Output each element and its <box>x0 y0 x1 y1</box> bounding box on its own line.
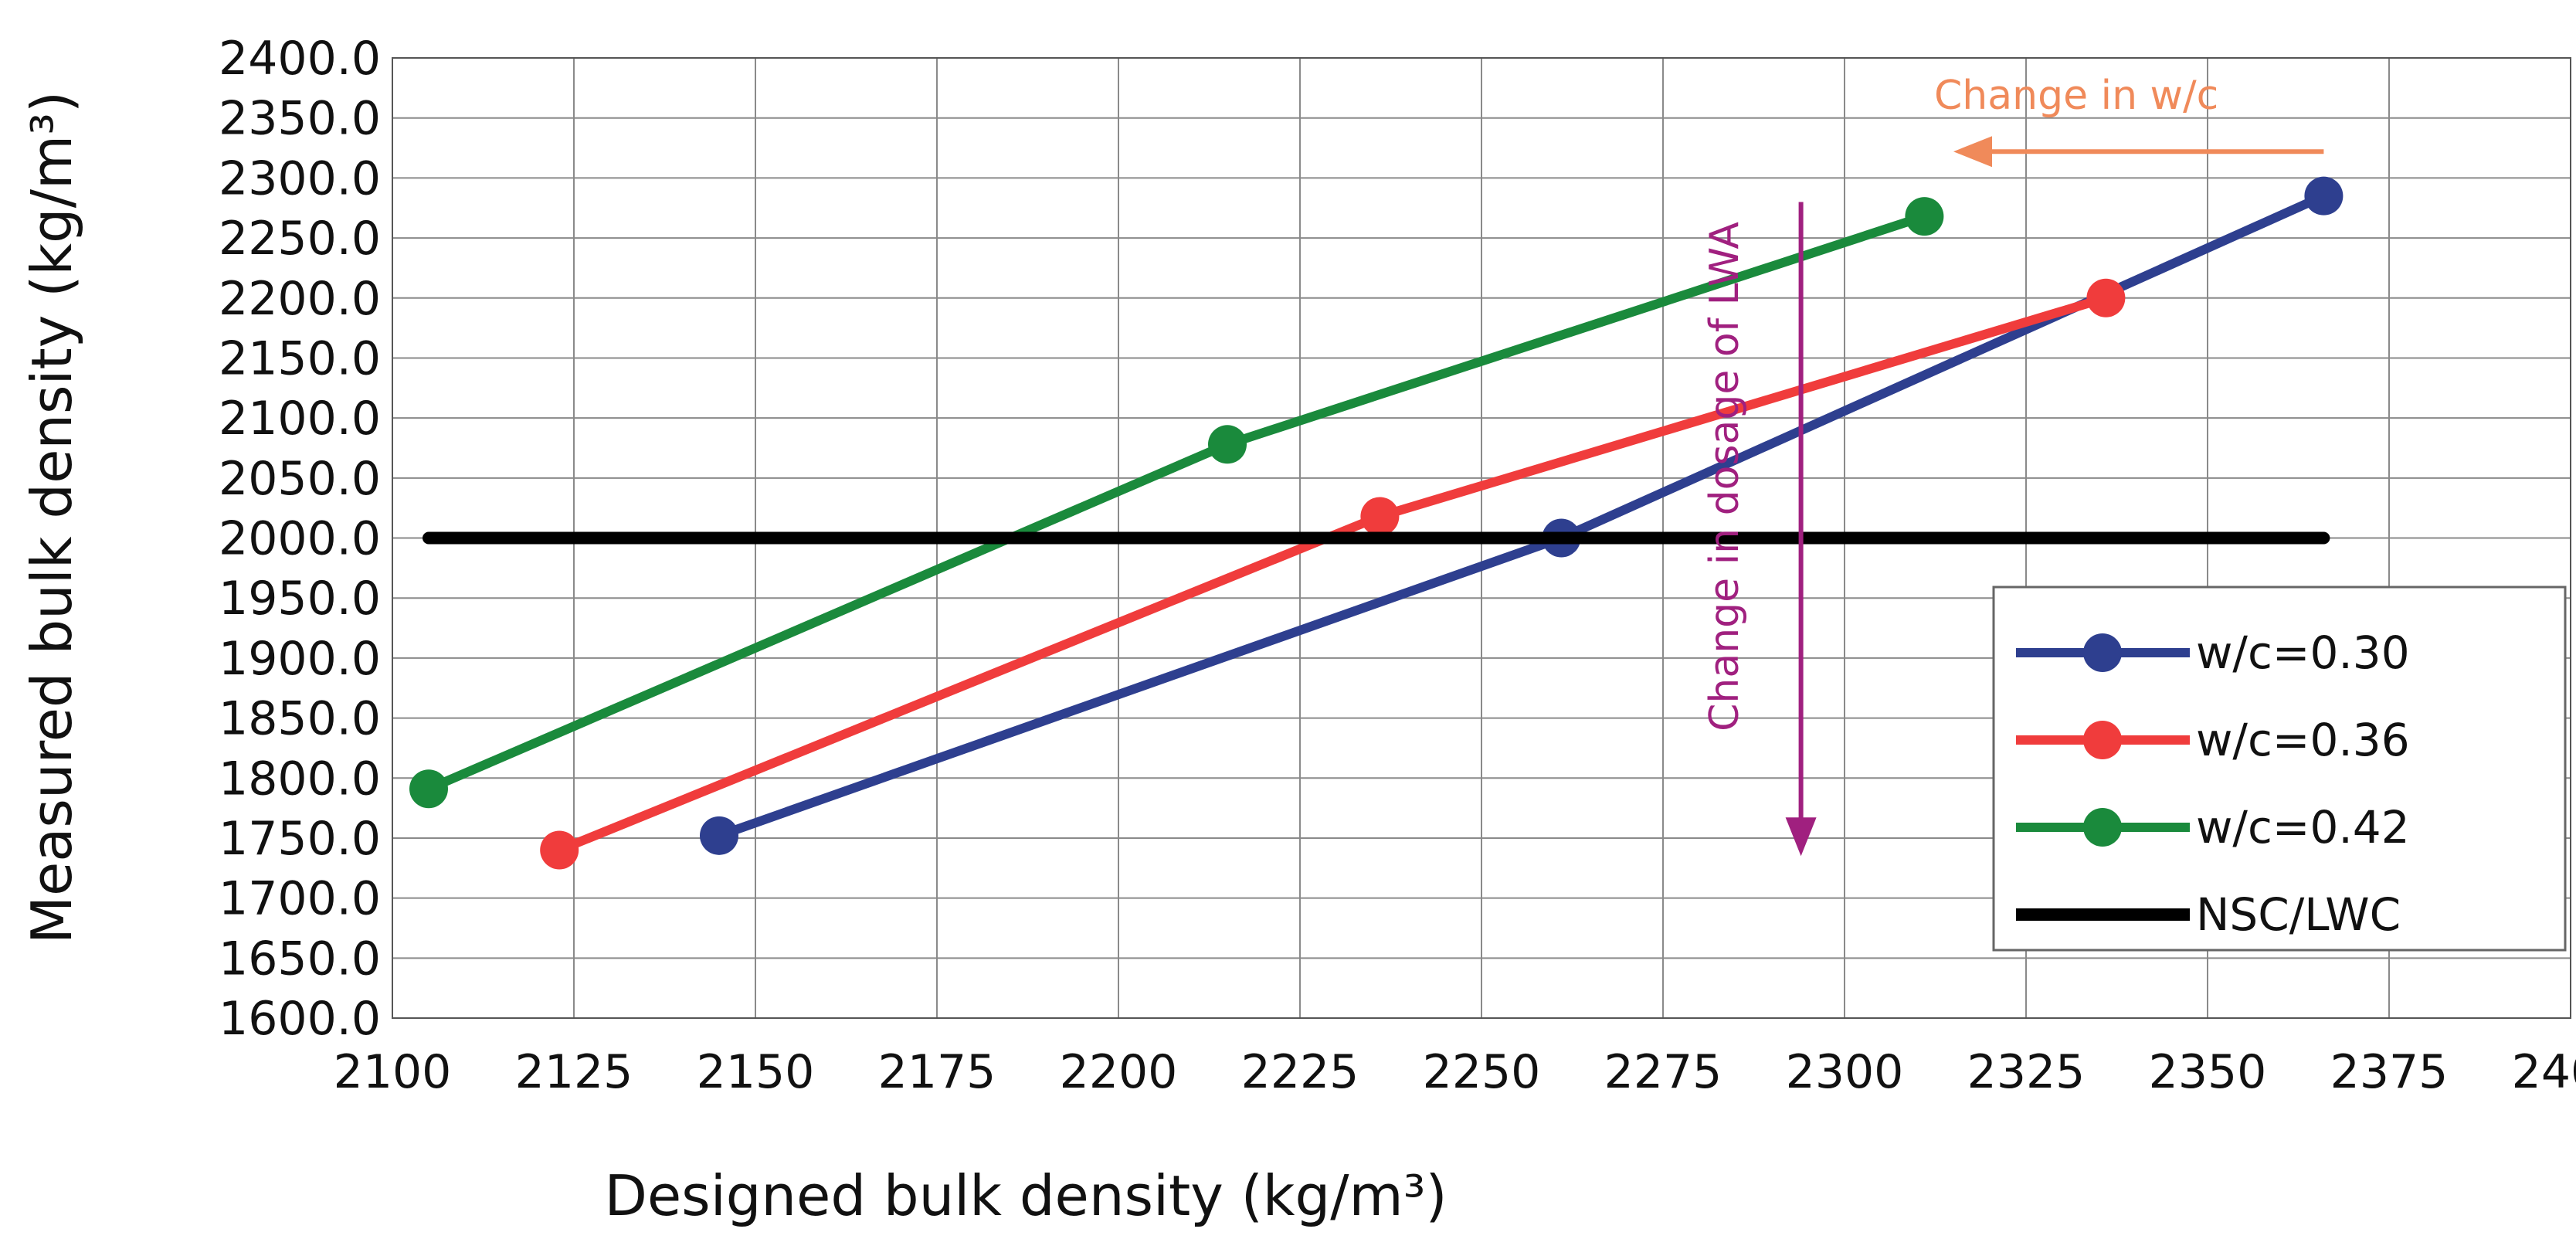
y-tick-label: 2400.0 <box>219 32 381 86</box>
x-tick-label: 2200 <box>1060 1045 1178 1099</box>
y-tick-label: 1900.0 <box>219 632 381 686</box>
series-w-c-0-36 <box>540 278 2126 870</box>
legend-item-w-c-0-36: w/c=0.36 <box>2016 714 2410 766</box>
legend-label: w/c=0.36 <box>2196 714 2410 766</box>
series-layer <box>409 176 2344 870</box>
x-tick-label: 2350 <box>2149 1045 2267 1099</box>
legend-swatch-marker <box>2083 633 2122 672</box>
legend-swatch-marker <box>2083 808 2122 847</box>
y-tick-label: 1800.0 <box>219 752 381 806</box>
y-axis-title: Measured bulk density (kg/m³) <box>19 91 84 944</box>
x-tick-label: 2100 <box>334 1045 452 1099</box>
data-point-w-c-0-42 <box>1905 197 1944 236</box>
y-tick-label: 2150.0 <box>219 331 381 385</box>
x-tick-labels: 2100 2125 2150 2175 2200 2225 2250 2275 2300 2325… <box>334 1045 2576 1099</box>
data-point-w-c-0-42 <box>1208 425 1247 464</box>
legend-item-w-c-0-42: w/c=0.42 <box>2016 801 2410 854</box>
plot-area-border <box>392 57 2571 1019</box>
x-tick-label: 2175 <box>878 1045 996 1099</box>
data-point-w-c-0-42 <box>409 769 448 809</box>
y-tick-label: 2250.0 <box>219 212 381 266</box>
data-point-w-c-0-36 <box>540 830 579 870</box>
y-tick-label: 1950.0 <box>219 572 381 626</box>
legend-label: NSC/LWC <box>2196 888 2401 941</box>
x-tick-label: 2325 <box>1967 1045 2086 1099</box>
y-tick-label: 2350.0 <box>219 92 381 146</box>
x-tick-label: 2150 <box>697 1045 815 1099</box>
legend-label: w/c=0.42 <box>2196 801 2410 854</box>
y-tick-label: 1750.0 <box>219 812 381 866</box>
data-point-w-c-0-36 <box>1360 497 1400 536</box>
x-tick-label: 2275 <box>1604 1045 1722 1099</box>
y-tick-label: 2100.0 <box>219 392 381 446</box>
y-tick-label: 2200.0 <box>219 272 381 326</box>
arrowhead-change-in-lwa <box>1785 817 1817 857</box>
annotations-layer: Change in w/c Change in dosage of LWA <box>1702 73 2324 857</box>
x-tick-label: 2125 <box>515 1045 633 1099</box>
y-tick-label: 1850.0 <box>219 692 381 746</box>
y-tick-label: 1700.0 <box>219 872 381 926</box>
x-axis-title: Designed bulk density (kg/m³) <box>604 1163 1447 1228</box>
legend-item-w-c-0-30: w/c=0.30 <box>2016 626 2410 679</box>
y-tick-label: 2000.0 <box>219 512 381 566</box>
data-point-w-c-0-30 <box>700 816 738 855</box>
x-tick-label: 2300 <box>1786 1045 1904 1099</box>
annotation-change-in-lwa: Change in dosage of LWA <box>1702 222 1748 732</box>
x-tick-label: 2250 <box>1423 1045 1541 1099</box>
x-tick-label: 2225 <box>1241 1045 1359 1099</box>
y-tick-label: 1650.0 <box>219 932 381 986</box>
annotation-change-in-wc: Change in w/c <box>1934 73 2218 119</box>
legend: w/c=0.30 w/c=0.36 w/c=0.42 NSC/LWC <box>1992 586 2567 952</box>
data-point-w-c-0-36 <box>2086 278 2126 317</box>
legend-label: w/c=0.30 <box>2196 626 2410 679</box>
y-tick-label: 2050.0 <box>219 452 381 506</box>
y-tick-label: 2300.0 <box>219 151 381 205</box>
x-tick-label: 2400 <box>2512 1045 2576 1099</box>
y-tick-label: 1600.0 <box>219 992 381 1046</box>
x-tick-label: 2375 <box>2330 1045 2449 1099</box>
y-tick-labels: 1600.0 1650.0 1700.0 1750.0 1800.0 1850.0 1900… <box>219 32 381 1046</box>
arrowhead-change-in-wc <box>1953 136 1992 168</box>
legend-item-nsc-lwc: NSC/LWC <box>2016 888 2401 941</box>
data-point-w-c-0-30 <box>2304 176 2344 216</box>
legend-swatch-marker <box>2083 721 2122 759</box>
series-w-c-0-42 <box>409 197 1944 809</box>
